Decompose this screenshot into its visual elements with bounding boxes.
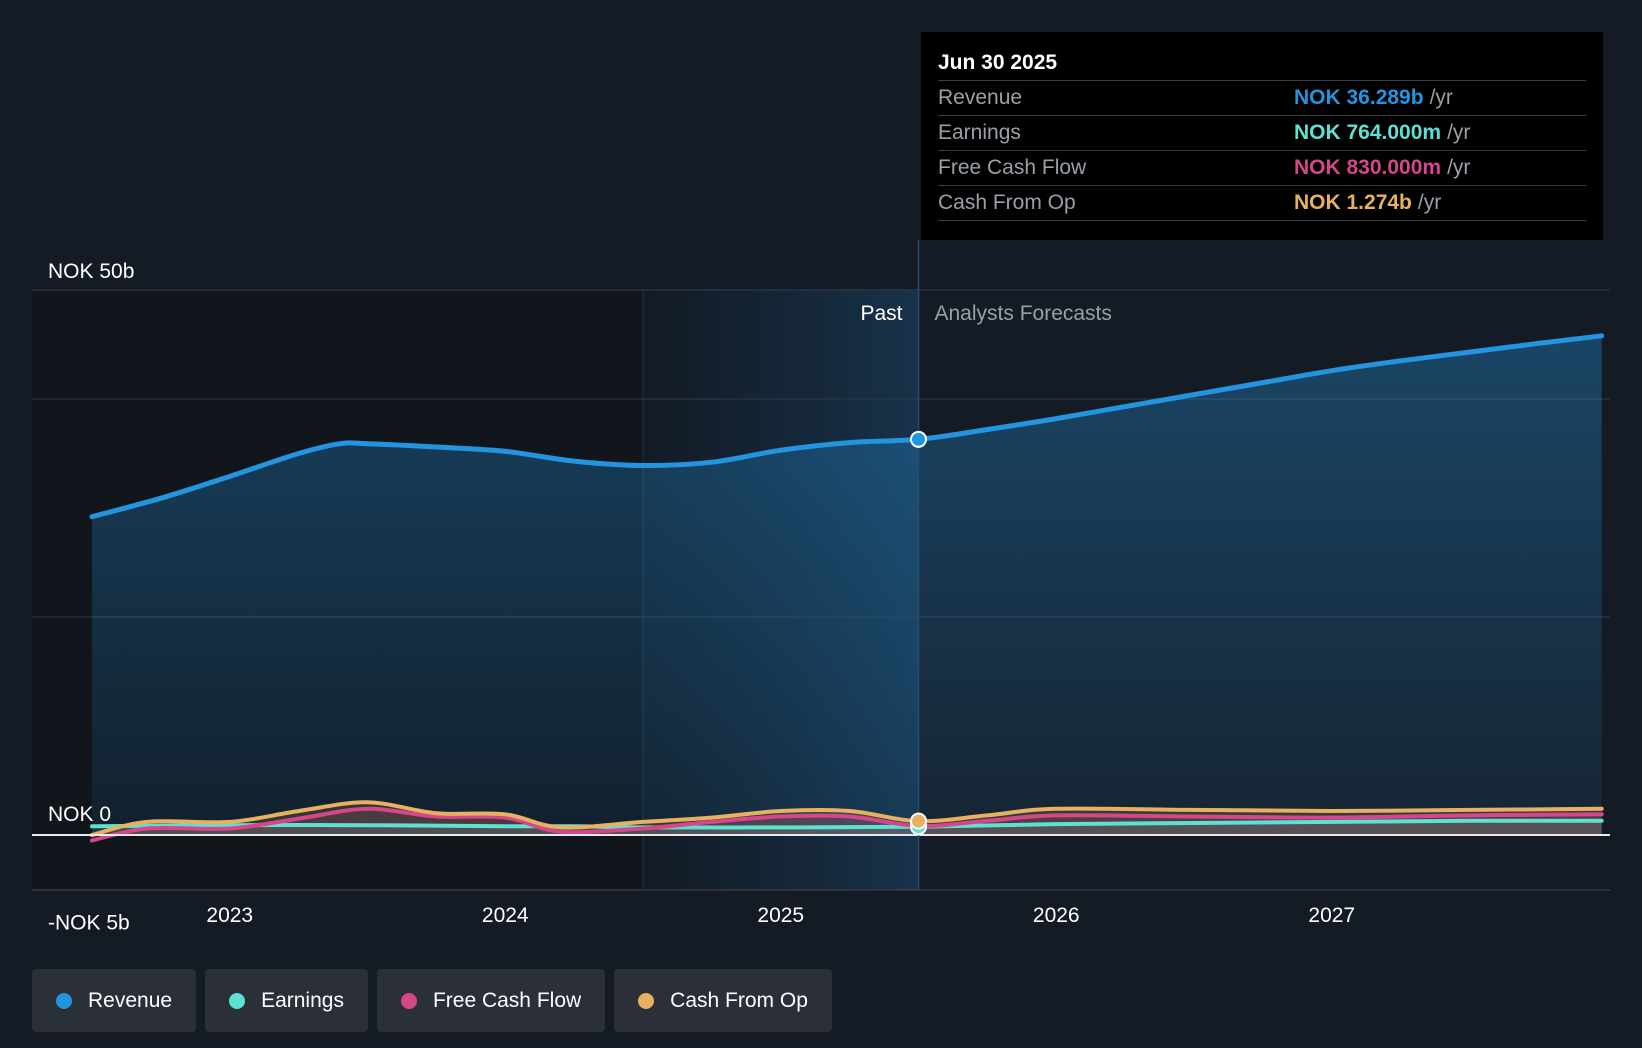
tooltip-unit: /yr [1447, 156, 1471, 179]
cash-from-op-marker [910, 812, 927, 830]
x-tick-label: 2023 [206, 904, 253, 927]
x-tick-label: 2024 [482, 904, 529, 927]
free-cash-flow-line [90, 806, 1604, 843]
axis-labels: NOK 50b NOK 0 -NOK 5b 2023 2024 2025 2026 2027 P… [48, 260, 1355, 935]
tooltip-date: Jun 30 2025 [938, 51, 1058, 74]
tooltip-row-free-cash-flow: Free Cash Flow NOK 830.000m /yr [938, 150, 1586, 185]
tooltip-label: Revenue [938, 86, 1023, 109]
free-cash-flow-dot-icon [400, 992, 417, 1009]
tooltip-value: NOK 36.289b [1294, 86, 1424, 109]
series-lines [32, 333, 1610, 843]
tooltip-unit: /yr [1447, 121, 1471, 144]
tooltip-value: NOK 830.000m [1294, 156, 1442, 179]
tooltip-value: NOK 764.000m [1294, 121, 1442, 144]
tooltip-label: Free Cash Flow [938, 156, 1087, 179]
cash-from-op-dot-icon [638, 992, 655, 1009]
legend-item-cash-from-op[interactable]: Cash From Op [614, 969, 832, 1032]
hover-markers [910, 430, 927, 836]
tooltip-value: NOK 1.274b [1294, 191, 1412, 214]
legend-label: Earnings [261, 988, 344, 1012]
revenue-marker [910, 430, 927, 448]
y-tick-label: -NOK 5b [48, 912, 130, 935]
tooltip-unit: /yr [1429, 86, 1453, 109]
legend-item-free-cash-flow[interactable]: Free Cash Flow [376, 969, 606, 1032]
legend-label: Free Cash Flow [432, 988, 582, 1012]
x-tick-label: 2025 [757, 904, 804, 927]
y-tick-label: NOK 0 [48, 803, 111, 826]
legend-label: Cash From Op [670, 988, 808, 1012]
forecast-label: Analysts Forecasts [935, 302, 1112, 325]
revenue-dot-icon [56, 992, 72, 1009]
tooltip-row-cash-from-op: Cash From Op NOK 1.274b /yr [938, 185, 1586, 221]
revenue-area [92, 335, 1602, 835]
past-label: Past [860, 302, 902, 325]
tooltip-rows: Revenue NOK 36.289b /yr Earnings NOK 764… [938, 80, 1586, 221]
revenue-line [89, 333, 1605, 520]
tooltip-row-revenue: Revenue NOK 36.289b /yr [938, 80, 1586, 115]
legend-item-earnings[interactable]: Earnings [205, 969, 368, 1032]
legend-item-revenue[interactable]: Revenue [32, 969, 197, 1032]
tooltip-label: Cash From Op [938, 191, 1076, 214]
tooltip-label: Earnings [938, 121, 1021, 144]
x-tick-label: 2027 [1308, 904, 1355, 927]
tooltip-row-earnings: Earnings NOK 764.000m /yr [938, 115, 1586, 150]
cash-from-op-line [90, 800, 1604, 837]
legend: Revenue Earnings Free Cash Flow Cash Fro… [32, 969, 832, 1032]
tooltip-unit: /yr [1417, 191, 1442, 214]
y-tick-label: NOK 50b [48, 260, 134, 283]
earnings-line [90, 818, 1604, 830]
tooltip: Jun 30 2025 Revenue NOK 36.289b /yr Earn… [921, 32, 1603, 240]
legend-label: Revenue [88, 988, 173, 1012]
earnings-dot-icon [229, 992, 246, 1009]
x-tick-label: 2026 [1033, 904, 1080, 927]
